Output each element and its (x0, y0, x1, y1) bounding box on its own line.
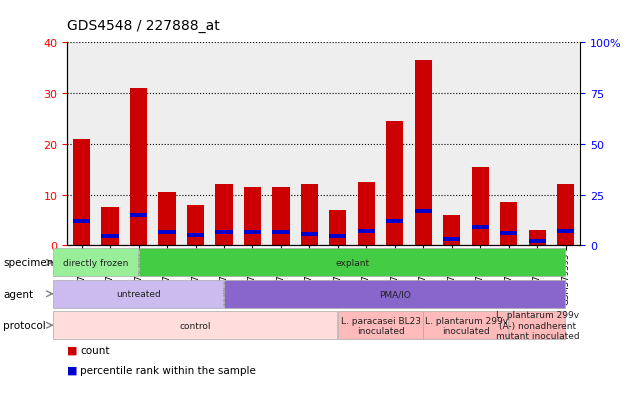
Text: ■: ■ (67, 365, 78, 375)
Bar (415, 209, 432, 214)
Bar (444, 216, 460, 246)
Text: control: control (179, 321, 212, 330)
Bar (501, 232, 517, 235)
Bar (272, 188, 290, 246)
Bar (444, 237, 460, 242)
Bar (529, 230, 546, 246)
Text: specimen: specimen (3, 258, 54, 268)
Bar (187, 205, 204, 246)
Bar (557, 185, 574, 246)
Bar (387, 122, 403, 246)
Text: ■: ■ (67, 345, 78, 355)
Text: L. plantarum 299v
inoculated: L. plantarum 299v inoculated (424, 316, 508, 335)
Text: L. plantarum 299v
(A-) nonadherent
mutant inoculated: L. plantarum 299v (A-) nonadherent mutan… (495, 311, 579, 340)
Bar (301, 185, 318, 246)
Bar (244, 188, 261, 246)
Bar (358, 230, 375, 234)
Bar (529, 240, 546, 244)
Bar (130, 214, 147, 217)
Text: percentile rank within the sample: percentile rank within the sample (80, 365, 256, 375)
Bar (415, 61, 432, 246)
Bar (472, 225, 489, 230)
Text: explant: explant (335, 258, 369, 267)
Bar (73, 140, 90, 246)
Bar (501, 203, 517, 246)
Bar (101, 208, 119, 246)
Text: untreated: untreated (116, 290, 161, 299)
Text: count: count (80, 345, 110, 355)
Bar (73, 219, 90, 223)
Bar (215, 185, 233, 246)
Text: protocol: protocol (3, 320, 46, 330)
Bar (215, 230, 233, 235)
Bar (101, 235, 119, 239)
Bar (329, 210, 347, 246)
Text: directly frozen: directly frozen (63, 258, 128, 267)
Bar (557, 230, 574, 234)
Bar (158, 192, 176, 246)
Bar (158, 230, 176, 235)
Text: L. paracasei BL23
inoculated: L. paracasei BL23 inoculated (340, 316, 420, 335)
Text: GDS4548 / 227888_at: GDS4548 / 227888_at (67, 19, 220, 33)
Bar (301, 233, 318, 237)
Bar (358, 183, 375, 246)
Bar (130, 89, 147, 246)
Bar (387, 219, 403, 223)
Text: agent: agent (3, 289, 33, 299)
Text: PMA/IO: PMA/IO (379, 290, 411, 299)
Bar (244, 230, 261, 235)
Bar (187, 234, 204, 237)
Bar (472, 167, 489, 246)
Bar (272, 230, 290, 235)
Bar (329, 235, 347, 239)
